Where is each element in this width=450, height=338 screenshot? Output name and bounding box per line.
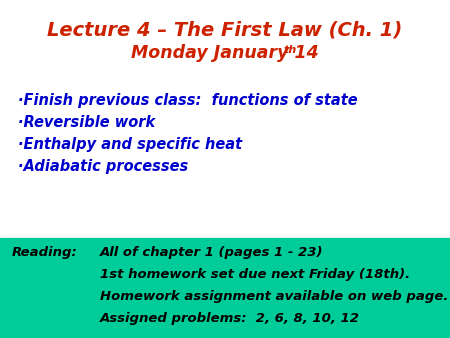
FancyBboxPatch shape: [0, 238, 450, 338]
Text: Lecture 4 – The First Law (Ch. 1): Lecture 4 – The First Law (Ch. 1): [47, 20, 403, 39]
Text: Reading:: Reading:: [12, 246, 78, 259]
Text: ·Finish previous class:  functions of state: ·Finish previous class: functions of sta…: [18, 93, 358, 108]
Text: All of chapter 1 (pages 1 - 23): All of chapter 1 (pages 1 - 23): [100, 246, 324, 259]
Text: ·Adiabatic processes: ·Adiabatic processes: [18, 159, 188, 174]
Text: 1st homework set due next Friday (18th).: 1st homework set due next Friday (18th).: [100, 268, 410, 281]
Text: ·Enthalpy and specific heat: ·Enthalpy and specific heat: [18, 137, 242, 152]
Text: Assigned problems:  2, 6, 8, 10, 12: Assigned problems: 2, 6, 8, 10, 12: [100, 312, 360, 325]
Text: th: th: [284, 45, 297, 55]
Text: ·Reversible work: ·Reversible work: [18, 115, 155, 130]
Text: Monday January 14: Monday January 14: [131, 44, 319, 62]
Text: Homework assignment available on web page.: Homework assignment available on web pag…: [100, 290, 448, 303]
